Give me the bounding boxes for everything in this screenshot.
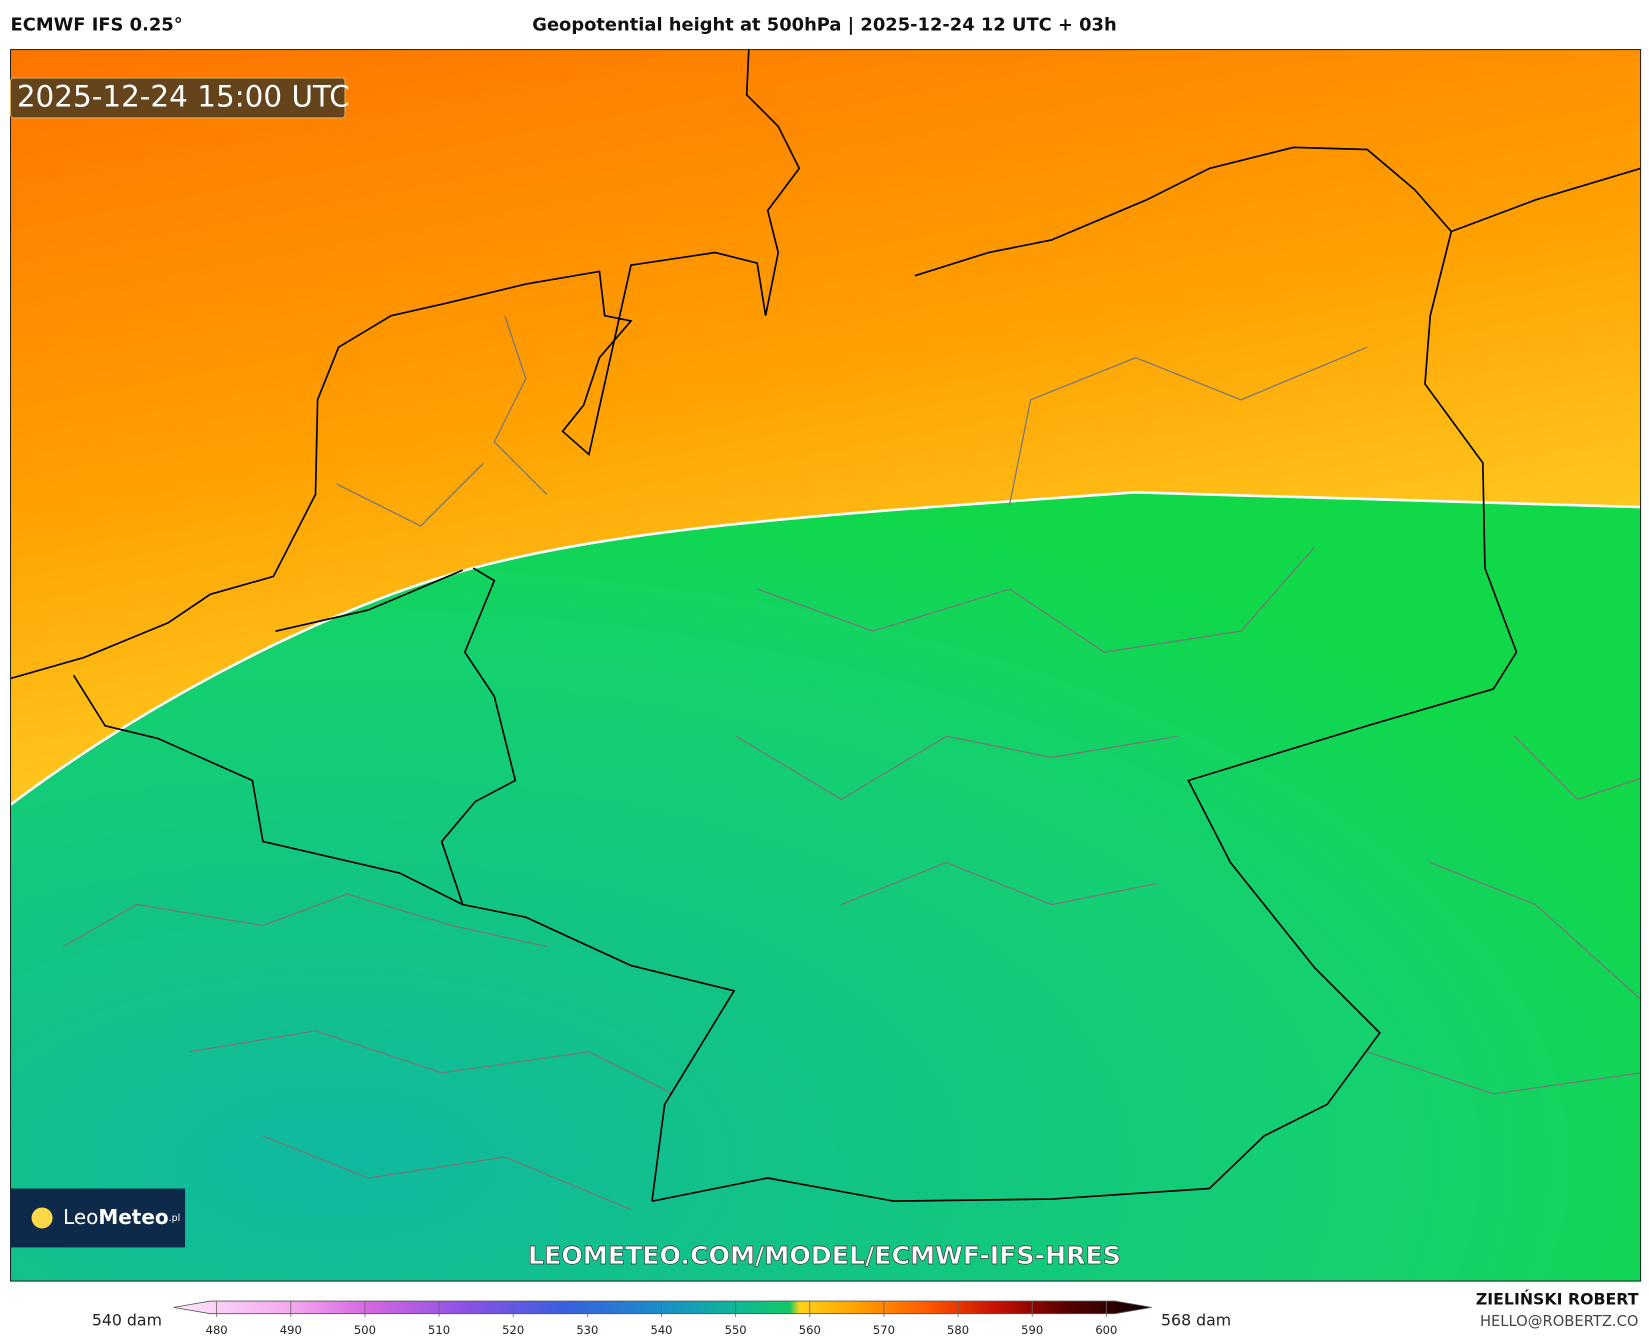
watermark: LEOMETEO.COM/MODEL/ECMWF-IFS-HRES bbox=[528, 1241, 1121, 1270]
colorbar-tick-label: 490 bbox=[280, 1323, 302, 1337]
colorbar-tick-label: 580 bbox=[947, 1323, 969, 1337]
logo-sun bbox=[31, 1207, 53, 1229]
colorbar-max: 568 dam bbox=[1161, 1311, 1231, 1330]
colorbar-tick-label: 570 bbox=[873, 1323, 895, 1337]
map-frame bbox=[9, 49, 1642, 1282]
colorbar-tick-label: 560 bbox=[799, 1323, 821, 1337]
colorbar-tick-label: 520 bbox=[502, 1323, 524, 1337]
model-label: ECMWF IFS 0.25° bbox=[11, 14, 183, 35]
map bbox=[10, 49, 1641, 1282]
colorbar-tick-label: 590 bbox=[1021, 1323, 1043, 1337]
time-box bbox=[9, 77, 346, 119]
valid-time: 2025-12-24 15:00 UTC bbox=[17, 79, 350, 113]
logo-suffix: .pl bbox=[169, 1212, 181, 1223]
logo: LeoMeteo.pl bbox=[63, 1204, 180, 1228]
colorbar-tick-label: 500 bbox=[354, 1323, 376, 1337]
colorbar-tick-label: 530 bbox=[576, 1323, 598, 1337]
colorbar-bar bbox=[173, 1300, 1152, 1315]
map-title: Geopotential height at 500hPa | 2025-12-… bbox=[532, 14, 1116, 35]
colorbar-tick-label: 540 bbox=[650, 1323, 672, 1337]
logo-part1: Leo bbox=[63, 1204, 98, 1228]
colorbar-tick-label: 510 bbox=[428, 1323, 450, 1337]
colorbar-tick-label: 550 bbox=[725, 1323, 747, 1337]
email: HELLO@ROBERTZ.CO bbox=[1480, 1313, 1639, 1330]
author: ZIELIŃSKI ROBERT bbox=[1476, 1289, 1639, 1308]
colorbar-tick-label: 480 bbox=[206, 1323, 228, 1337]
contour bbox=[10, 491, 1641, 806]
colorbar-tick-label: 600 bbox=[1095, 1323, 1117, 1337]
colorbar: 480 490 500 510 520 530 540 550 560 570 580 590 600 bbox=[173, 1300, 1152, 1337]
cool-field bbox=[10, 492, 1641, 1282]
coastlines bbox=[10, 49, 1641, 1202]
admin-borders bbox=[62, 315, 1641, 1211]
logo-part2: Meteo bbox=[98, 1204, 168, 1228]
colorbar-min: 540 dam bbox=[92, 1311, 162, 1330]
